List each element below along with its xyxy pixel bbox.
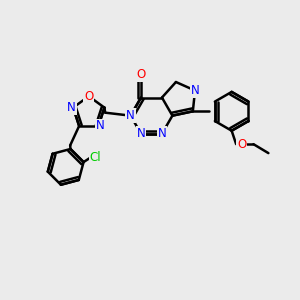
Text: N: N: [158, 127, 166, 140]
Text: N: N: [191, 84, 200, 97]
Text: N: N: [126, 109, 135, 122]
Text: Cl: Cl: [90, 151, 101, 164]
Text: N: N: [96, 119, 104, 133]
Text: N: N: [137, 127, 146, 140]
Text: O: O: [237, 138, 246, 151]
Text: O: O: [84, 90, 93, 103]
Text: N: N: [67, 101, 76, 114]
Text: O: O: [136, 68, 146, 81]
